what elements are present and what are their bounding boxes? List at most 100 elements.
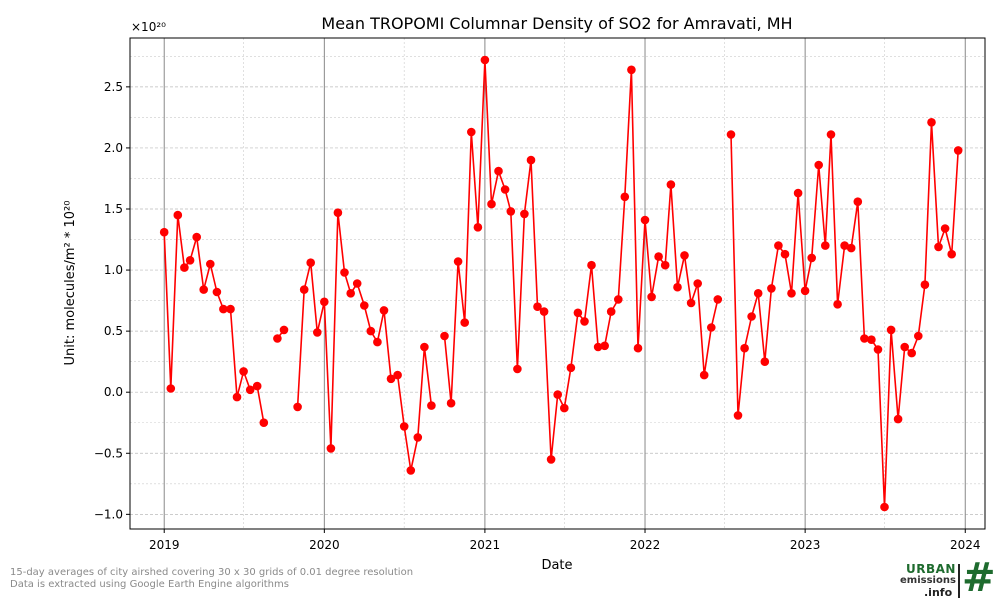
data-point — [953, 146, 963, 155]
data-point — [580, 317, 589, 326]
data-point — [713, 295, 723, 304]
data-point — [553, 390, 562, 399]
data-point — [473, 223, 483, 232]
x-tick-label: 2021 — [470, 538, 501, 552]
data-point — [346, 289, 356, 298]
data-point — [614, 295, 623, 304]
x-axis-label: Date — [541, 558, 572, 573]
y-tick-label: 2.5 — [104, 80, 123, 94]
data-point — [386, 374, 396, 384]
data-point — [467, 127, 476, 137]
data-point — [934, 242, 943, 252]
footnote-line-2: Data is extracted using Google Earth Eng… — [10, 579, 289, 590]
data-point — [680, 251, 689, 260]
data-point — [860, 334, 869, 343]
data-point — [747, 312, 756, 321]
data-point — [900, 342, 909, 352]
data-point — [733, 411, 743, 420]
data-point — [566, 363, 576, 373]
data-point — [506, 207, 516, 216]
data-point — [326, 444, 336, 453]
logo-divider — [958, 564, 960, 598]
data-point — [774, 241, 783, 250]
data-point — [647, 292, 656, 302]
data-point — [654, 252, 663, 261]
data-point — [807, 253, 816, 263]
data-point — [693, 279, 702, 288]
data-point — [880, 502, 889, 512]
data-point — [273, 334, 282, 343]
data-point — [379, 306, 389, 315]
data-point — [560, 403, 569, 413]
data-point — [606, 307, 616, 316]
data-point — [914, 331, 923, 341]
data-point — [173, 210, 183, 220]
data-point — [185, 255, 195, 265]
y-tick-label: 0.0 — [104, 385, 123, 399]
data-point — [787, 289, 796, 298]
data-point — [480, 55, 490, 65]
data-point — [526, 155, 536, 165]
x-tick-label: 2024 — [950, 538, 981, 552]
logo-word-info: .info — [924, 586, 953, 599]
data-point — [427, 401, 436, 410]
x-tick-label: 2023 — [790, 538, 821, 552]
data-point — [920, 280, 930, 290]
data-point — [366, 326, 376, 336]
data-point — [587, 260, 596, 270]
series-line-segment — [296, 211, 433, 472]
data-point — [873, 345, 883, 354]
y-tick-label: 0.5 — [104, 324, 123, 338]
data-point — [340, 268, 349, 277]
y-tick-label: 1.0 — [104, 263, 123, 277]
data-point — [192, 232, 201, 242]
data-point — [699, 370, 709, 380]
data-point — [180, 263, 189, 272]
data-point — [453, 257, 463, 266]
data-point — [826, 130, 836, 139]
logo-word-urban: URBAN — [906, 562, 956, 576]
data-point — [726, 130, 736, 139]
grid-lines — [130, 38, 985, 529]
data-point — [546, 455, 556, 464]
data-point — [627, 65, 636, 75]
data-point — [853, 197, 863, 206]
data-point — [399, 422, 409, 431]
data-point — [740, 343, 749, 353]
series-line-segment — [730, 121, 959, 508]
axes: −1.0 −0.5 0.0 0.5 1.0 1.5 2.0 2.5 2019 2020 2021 20… — [94, 80, 981, 552]
data-point — [293, 402, 302, 412]
data-point — [833, 300, 842, 309]
series-line-segment — [443, 59, 719, 461]
data-point — [299, 285, 309, 294]
data-point — [840, 241, 849, 250]
x-tick-label: 2022 — [630, 538, 661, 552]
data-point — [313, 328, 322, 337]
data-point — [352, 279, 362, 288]
data-point — [320, 297, 329, 307]
data-point — [633, 343, 643, 353]
data-point — [620, 192, 630, 202]
data-point — [360, 301, 369, 310]
data-point — [460, 318, 470, 327]
data-point — [500, 185, 510, 194]
data-point — [252, 381, 262, 391]
data-point — [947, 249, 956, 259]
data-point — [593, 342, 603, 352]
data-point — [767, 284, 776, 293]
y-axis-label: Unit: molecules/m² * 10²⁰ — [63, 201, 78, 366]
data-point — [846, 243, 856, 253]
footnote-line-1: 15-day averages of city airshed covering… — [10, 567, 414, 578]
data-point — [393, 370, 402, 380]
data-point — [520, 209, 529, 219]
logo-hash-icon: # — [962, 555, 996, 601]
data-point — [907, 348, 916, 358]
data-point — [513, 364, 522, 374]
y-offset-label: ×10²⁰ — [131, 20, 166, 34]
data-point — [206, 259, 215, 269]
data-point — [232, 392, 242, 402]
x-tick-label: 2019 — [149, 538, 180, 552]
logo-word-emissions: emissions — [900, 575, 956, 586]
data-point — [660, 260, 670, 270]
